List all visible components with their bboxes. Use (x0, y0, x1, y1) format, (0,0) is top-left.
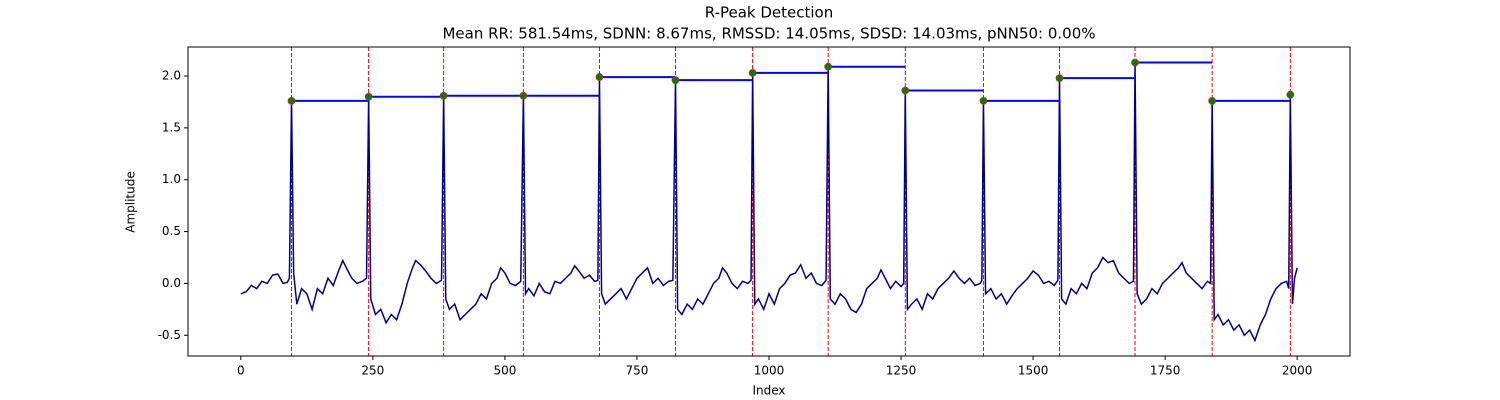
peak-marker (439, 91, 448, 100)
x-tick-label: 1000 (754, 364, 785, 378)
x-tick-label: 250 (361, 364, 384, 378)
x-tick-label: 2000 (1282, 364, 1313, 378)
peak-marker (1286, 90, 1295, 99)
x-tick-label: 1250 (886, 364, 917, 378)
y-tick-label: 1.0 (162, 172, 181, 186)
y-tick-label: 1.5 (162, 120, 181, 134)
peak-marker (824, 62, 833, 71)
peak-marker (1208, 97, 1217, 105)
x-tick-label: 750 (626, 364, 649, 378)
peak-marker (748, 69, 757, 77)
y-axis-label: Amplitude (124, 171, 138, 233)
peak-marker (1055, 74, 1064, 83)
peak-marker (1131, 58, 1139, 67)
x-tick-label: 1750 (1150, 364, 1181, 378)
peak-marker (364, 92, 373, 101)
y-tick-label: 0.0 (162, 276, 181, 290)
chart-subtitle: Mean RR: 581.54ms, SDNN: 8.67ms, RMSSD: … (442, 25, 1095, 43)
x-tick-label: 500 (493, 364, 516, 378)
x-axis-label: Index (752, 384, 785, 398)
plot-frame (187, 46, 1351, 357)
peak-marker (671, 76, 680, 85)
peak-marker (901, 86, 910, 95)
chart-title: R-Peak Detection (705, 4, 833, 22)
y-tick-label: 2.0 (162, 69, 181, 83)
x-tick-label: 1500 (1018, 364, 1049, 378)
peak-marker (595, 73, 604, 81)
peak-marker (519, 91, 528, 100)
y-tick-label: 0.5 (162, 224, 181, 238)
x-tick-label: 0 (237, 364, 245, 378)
signal-line (240, 62, 1298, 343)
y-tick-label: -0.5 (158, 328, 181, 342)
peak-marker (979, 97, 988, 105)
peak-marker (287, 97, 296, 105)
